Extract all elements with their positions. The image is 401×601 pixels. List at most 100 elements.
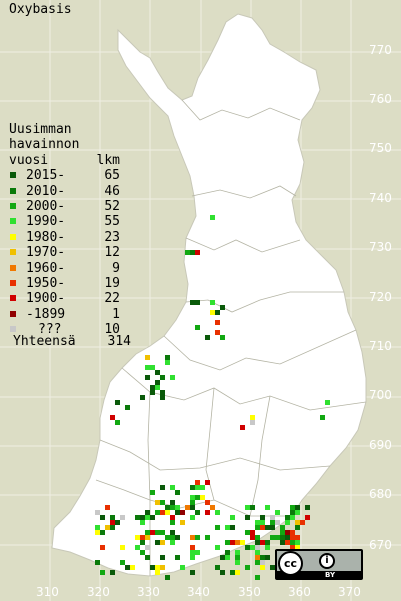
observation-square — [205, 480, 210, 485]
legend-col-count: lkm — [96, 152, 120, 168]
observation-square — [270, 525, 275, 530]
observation-square — [295, 540, 300, 545]
legend-swatch — [10, 326, 16, 333]
observation-square — [140, 535, 145, 540]
observation-square — [295, 520, 300, 525]
observation-square — [145, 545, 150, 550]
observation-square — [295, 535, 300, 540]
observation-square — [235, 555, 240, 560]
observation-square — [145, 355, 150, 360]
x-tick-label: 310 — [36, 585, 59, 599]
observation-square — [95, 530, 100, 535]
legend-swatch — [10, 233, 16, 240]
observation-square — [190, 485, 195, 490]
observation-square — [255, 550, 260, 555]
observation-square — [245, 505, 250, 510]
y-tick-label: 730 — [369, 240, 392, 254]
observation-square — [180, 565, 185, 570]
legend-total-count: 314 — [107, 334, 131, 349]
observation-square — [110, 415, 115, 420]
observation-square — [140, 550, 145, 555]
observation-square — [150, 530, 155, 535]
observation-square — [215, 310, 220, 315]
observation-square — [215, 330, 220, 335]
legend-swatch — [10, 264, 16, 271]
observation-square — [145, 555, 150, 560]
observation-square — [280, 535, 285, 540]
observation-square — [205, 500, 210, 505]
observation-square — [265, 540, 270, 545]
legend-row: -1899 1 — [9, 307, 120, 322]
legend-count: 19 — [104, 275, 120, 291]
legend-swatch — [10, 295, 16, 302]
observation-square — [195, 550, 200, 555]
observation-square — [295, 525, 300, 530]
legend-row: 1980- 23 — [9, 230, 120, 245]
observation-square — [275, 535, 280, 540]
legend-label: 1990- — [26, 214, 66, 230]
observation-square — [190, 535, 195, 540]
observation-square — [260, 525, 265, 530]
observation-square — [165, 575, 170, 580]
observation-square — [165, 355, 170, 360]
observation-square — [235, 540, 240, 545]
observation-square — [145, 530, 150, 535]
observation-square — [185, 505, 190, 510]
observation-square — [150, 565, 155, 570]
observation-square — [170, 500, 175, 505]
observation-square — [190, 250, 195, 255]
observation-square — [160, 540, 165, 545]
observation-square — [270, 565, 275, 570]
legend-label: 1960- — [26, 260, 66, 276]
observation-square — [100, 545, 105, 550]
observation-square — [255, 520, 260, 525]
license-by-label: BY — [325, 571, 336, 579]
observation-square — [230, 525, 235, 530]
observation-square — [175, 505, 180, 510]
observation-square — [295, 545, 300, 550]
observation-square — [300, 520, 305, 525]
observation-square — [250, 535, 255, 540]
observation-square — [135, 515, 140, 520]
observation-square — [140, 540, 145, 545]
license-badge[interactable]: cc i BY — [275, 549, 363, 580]
observation-square — [230, 570, 235, 575]
y-tick-label: 690 — [369, 438, 392, 452]
observation-square — [290, 535, 295, 540]
observation-square — [305, 515, 310, 520]
observation-square — [245, 565, 250, 570]
legend-total: Yhteensä 314 — [13, 334, 131, 349]
observation-square — [285, 515, 290, 520]
observation-square — [215, 525, 220, 530]
legend-label: 1980- — [26, 229, 66, 245]
legend-count: 46 — [104, 183, 120, 199]
observation-square — [205, 335, 210, 340]
observation-square — [215, 565, 220, 570]
observation-square — [270, 515, 275, 520]
legend-label: -1899 — [26, 306, 66, 322]
observation-square — [175, 535, 180, 540]
legend-count: 23 — [104, 229, 120, 245]
observation-square — [280, 530, 285, 535]
observation-square — [275, 520, 280, 525]
observation-square — [220, 570, 225, 575]
legend-row: 2015- 65 — [9, 168, 120, 183]
observation-square — [290, 505, 295, 510]
legend-swatch — [10, 310, 16, 317]
observation-square — [165, 510, 170, 515]
observation-square — [145, 510, 150, 515]
observation-square — [230, 515, 235, 520]
observation-square — [170, 505, 175, 510]
observation-square — [110, 520, 115, 525]
legend-count: 12 — [104, 245, 120, 261]
observation-square — [105, 505, 110, 510]
observation-square — [160, 500, 165, 505]
observation-square — [255, 535, 260, 540]
observation-square — [220, 335, 225, 340]
observation-square — [265, 545, 270, 550]
observation-square — [270, 520, 275, 525]
observation-square — [285, 540, 290, 545]
y-tick-label: 720 — [369, 290, 392, 304]
observation-square — [250, 420, 255, 425]
observation-square — [160, 530, 165, 535]
